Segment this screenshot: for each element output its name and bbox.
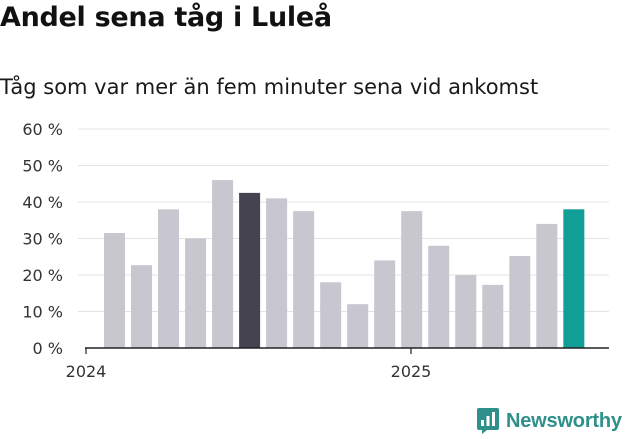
bar [320, 282, 342, 348]
bar [212, 180, 234, 348]
bar [401, 211, 423, 348]
y-tick-label: 40 % [22, 193, 63, 212]
bar [455, 275, 477, 348]
bar [428, 245, 450, 348]
bar [104, 233, 125, 348]
brand-name: Newsworthy [506, 409, 622, 432]
bar [347, 304, 369, 348]
y-tick-label: 50 % [22, 157, 63, 176]
bar [482, 284, 504, 348]
y-tick-label: 10 % [22, 303, 63, 322]
bar [158, 209, 180, 348]
bar [131, 265, 153, 348]
x-tick-label: 2025 [391, 362, 432, 381]
bar-chart: 0 % 10 % 20 % 30 % 40 % 50 % 60 % 2024 2025 [22, 120, 609, 381]
newsworthy-logo-icon [477, 408, 499, 434]
bar [239, 192, 261, 348]
x-tick-label: 2024 [66, 362, 107, 381]
bar [293, 211, 315, 348]
chart-title: Andel sena tåg i Luleå [0, 2, 332, 33]
newsworthy-logo: Newsworthy [476, 407, 622, 435]
bar [374, 260, 396, 348]
y-tick-label: 0 % [33, 339, 63, 358]
y-tick-label: 30 % [22, 230, 63, 249]
chart-subtitle: Tåg som var mer än fem minuter sena vid … [0, 75, 539, 99]
bar [266, 198, 288, 348]
bar [509, 256, 531, 348]
bar [563, 209, 585, 348]
y-tick-label: 60 % [22, 120, 63, 139]
y-tick-label: 20 % [22, 266, 63, 285]
bar [536, 223, 558, 348]
bar [185, 238, 207, 348]
